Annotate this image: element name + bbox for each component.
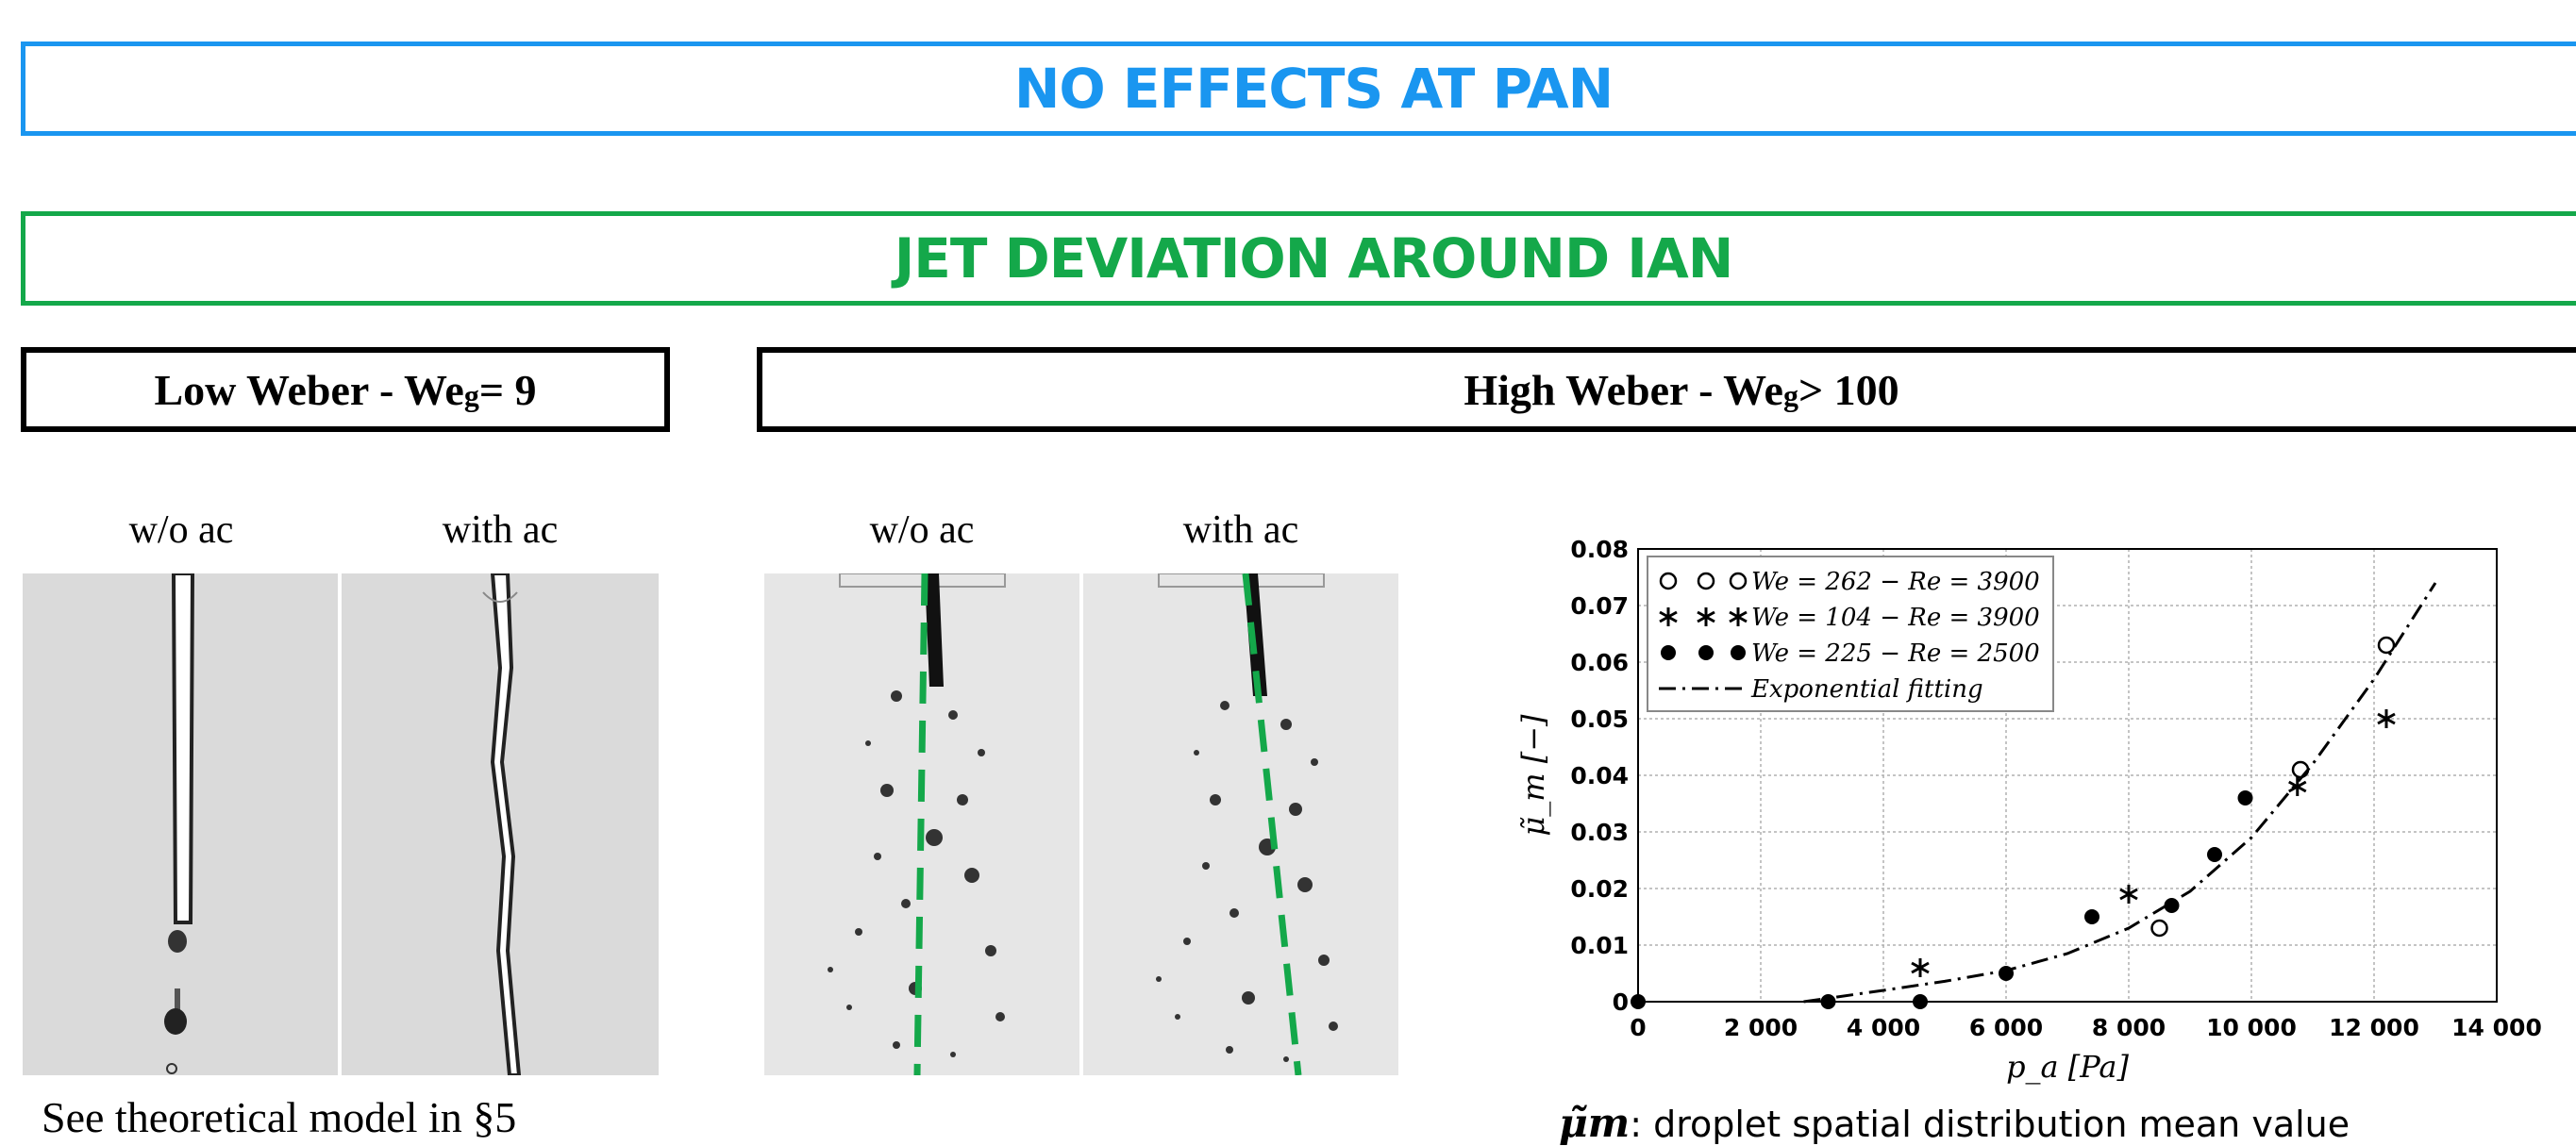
x-tick-label: 14 000 [2451, 1014, 2542, 1041]
banner-jet-deviation-ian: JET DEVIATION AROUND IAN [21, 211, 2576, 306]
theoretical-model-note: See theoretical model in §5 [42, 1093, 517, 1141]
low-weber-sub: g [463, 377, 479, 412]
legend-marker [1697, 607, 1715, 626]
legend-box [1647, 556, 2054, 712]
legend-label: Exponential fitting [1750, 675, 1983, 704]
banner-ian-text: JET DEVIATION AROUND IAN [894, 226, 1734, 291]
x-tick-label: 12 000 [2329, 1014, 2419, 1041]
legend-marker [1659, 572, 1678, 590]
data-point [2119, 885, 2138, 904]
data-point [1631, 994, 1646, 1009]
legend-label: We = 262 − Re = 3900 [1751, 568, 2040, 596]
y-axis-label: μ̃_m [−] [1515, 714, 1551, 837]
y-tick-label: 0.03 [1570, 819, 1629, 846]
low-weber-prefix: Low Weber - We [154, 365, 464, 414]
y-tick-label: 0.01 [1570, 932, 1629, 959]
high-weber-prefix: High Weber - We [1464, 365, 1783, 414]
asterisk-stroke [1659, 610, 1678, 623]
legend-marker [1661, 645, 1676, 660]
data-point [2291, 760, 2310, 779]
asterisk-stroke [2288, 780, 2307, 793]
legend-marker [1731, 645, 1746, 660]
data-point [2377, 709, 2396, 728]
high-weber-box: High Weber - We g > 100 [757, 347, 2576, 432]
photo-high-without-ac [764, 573, 1079, 1075]
data-point [2084, 909, 2099, 924]
data-point [1820, 994, 1836, 1009]
high-weber-suffix: > 100 [1798, 365, 1899, 414]
x-tick-label: 4 000 [1847, 1014, 1920, 1041]
asterisk-stroke [1697, 610, 1715, 623]
data-point [2150, 919, 2168, 938]
fit-curve [1803, 582, 2437, 1004]
photo-high-with-ac [1083, 573, 1398, 1075]
caption-high-without-ac: w/o ac [869, 508, 975, 552]
legend-label: We = 104 − Re = 3900 [1751, 604, 2040, 632]
y-tick-label: 0.05 [1570, 706, 1629, 733]
low-weber-suffix: = 9 [478, 365, 537, 414]
asterisk-stroke [1911, 961, 1930, 974]
mu-vs-pa-chart: 0 2 000 4 000 6 000 8 000 10 000 12 000 14 000 0… [1515, 536, 2542, 1085]
data-point [2207, 847, 2222, 862]
banner-no-effects-pan: NO EFFECTS AT PAN [21, 42, 2576, 136]
data-point [2237, 790, 2253, 806]
low-weber-box: Low Weber - We g = 9 [21, 347, 670, 432]
legend-marker [1729, 572, 1748, 590]
x-tick-label: 6 000 [1969, 1014, 2043, 1041]
asterisk-stroke [1729, 610, 1748, 623]
y-tick-label: 0.02 [1570, 875, 1629, 903]
legend-label: We = 225 − Re = 2500 [1751, 639, 2040, 668]
y-tick-label: 0.08 [1570, 536, 1629, 563]
legend-marker [1659, 607, 1678, 626]
data-point [2377, 636, 2396, 655]
y-tick-label: 0.04 [1570, 762, 1629, 789]
plot-frame [1637, 548, 2498, 1003]
banner-pan-text: NO EFFECTS AT PAN [1013, 57, 1614, 121]
y-tick-label: 0.06 [1570, 649, 1629, 676]
x-tick-label: 10 000 [2206, 1014, 2297, 1041]
asterisk-stroke [2377, 712, 2396, 725]
x-tick-label: 2 000 [1724, 1014, 1798, 1041]
data-point [2288, 777, 2307, 796]
definition-body: : droplet spatial distribution mean valu… [1630, 1104, 2350, 1145]
photo-low-without-ac [23, 573, 338, 1075]
caption-low-with-ac: with ac [442, 508, 559, 552]
data-point [1911, 958, 1930, 977]
high-weber-sub: g [1782, 377, 1798, 412]
data-point [1913, 994, 1928, 1009]
legend-marker [1697, 572, 1715, 590]
x-tick-label: 8 000 [2092, 1014, 2166, 1041]
legend-marker [1698, 645, 1714, 660]
x-tick-label: 0 [1630, 1014, 1646, 1041]
x-axis-label: p_a [Pa] [2006, 1049, 2129, 1085]
legend: We = 262 − Re = 3900 We = 104 − Re = 3900… [1647, 556, 2054, 712]
asterisk-stroke [2119, 888, 2138, 901]
definition-symbol: μ̃m [1559, 1100, 1631, 1146]
caption-low-without-ac: w/o ac [128, 508, 234, 552]
y-tick-label: 0 [1613, 988, 1629, 1016]
definition-text: μ̃m: droplet spatial distribution mean v… [1559, 1100, 2350, 1146]
photo-low-with-ac [342, 573, 659, 1075]
caption-high-with-ac: with ac [1182, 508, 1299, 552]
y-tick-label: 0.07 [1570, 592, 1629, 620]
legend-marker [1729, 607, 1748, 626]
